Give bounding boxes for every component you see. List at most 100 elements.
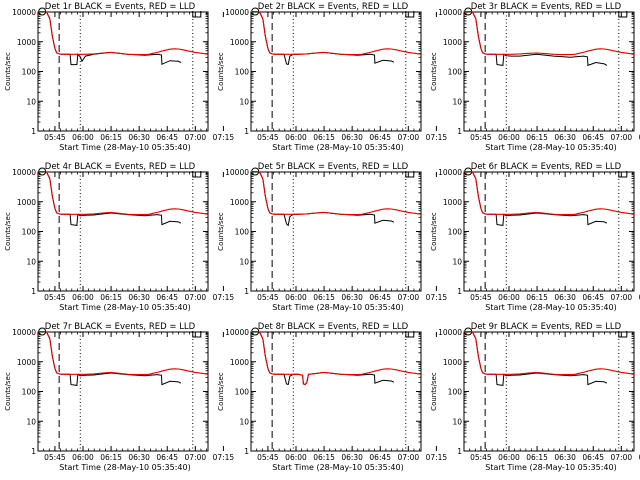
x-tick-label: 06:30 <box>128 453 150 462</box>
x-tick-label: 05:45 <box>257 453 279 462</box>
plot-frame <box>463 171 635 292</box>
x-axis-label: Start Time (28-May-10 05:35:40) <box>59 303 190 312</box>
x-tick-label: 07:00 <box>611 133 633 142</box>
corner-bracket <box>618 11 628 18</box>
x-tick-label: 06:00 <box>285 133 307 142</box>
x-tick-label: 06:00 <box>72 293 94 302</box>
y-tick-label: 1000 <box>443 198 462 207</box>
y-tick-label: 10 <box>239 257 249 266</box>
detector-panel-3: Det 3r BLACK = Events, RED = LLD 1 10 100 10… <box>430 2 640 152</box>
corner-bracket <box>192 11 202 18</box>
y-tick-label: 10000 <box>12 8 36 17</box>
x-tick-label: 05:45 <box>44 293 66 302</box>
x-tick-label: 06:45 <box>369 133 391 142</box>
x-tick-label: 06:45 <box>369 453 391 462</box>
x-tick-label: 05:45 <box>44 453 66 462</box>
y-axis-label: Counts/sec <box>4 52 12 91</box>
x-tick-label: 06:30 <box>341 133 363 142</box>
x-tick-label: 07:00 <box>185 293 207 302</box>
x-tick-label: 06:15 <box>100 133 122 142</box>
plot-frame <box>250 171 422 292</box>
plot-frame <box>37 11 209 132</box>
y-tick-label: 1000 <box>443 38 462 47</box>
y-tick-label: 100 <box>448 68 463 77</box>
plot-title: Det 9r BLACK = Events, RED = LLD <box>471 322 622 332</box>
y-tick-label: 100 <box>448 388 463 397</box>
x-tick-label: 05:45 <box>470 453 492 462</box>
x-tick-label: 06:30 <box>128 293 150 302</box>
x-axis-label: Start Time (28-May-10 05:35:40) <box>59 463 190 472</box>
series-lld-line <box>37 170 209 216</box>
x-tick-label: 05:45 <box>257 133 279 142</box>
corner-bracket <box>618 331 628 338</box>
y-tick-label: 1000 <box>17 38 36 47</box>
x-tick-label: 07:15 <box>213 453 235 462</box>
y-tick-label: 1 <box>31 447 36 456</box>
x-tick-label: 06:45 <box>582 453 604 462</box>
plot-title: Det 4r BLACK = Events, RED = LLD <box>45 162 196 172</box>
corner-bracket <box>192 331 202 338</box>
y-tick-label: 1 <box>31 127 36 136</box>
detector-panel-2: Det 2r BLACK = Events, RED = LLD 1 10 100 10… <box>217 2 447 152</box>
x-tick-label: 07:00 <box>398 133 420 142</box>
y-tick-label: 10000 <box>225 8 249 17</box>
x-tick-label: 05:45 <box>470 293 492 302</box>
x-tick-label: 07:15 <box>426 133 448 142</box>
y-tick-label: 1 <box>457 447 462 456</box>
y-tick-label: 100 <box>235 228 250 237</box>
x-tick-label: 07:00 <box>185 133 207 142</box>
detector-panel-6: Det 6r BLACK = Events, RED = LLD 1 10 100 10… <box>430 162 640 312</box>
x-tick-label: 06:15 <box>100 453 122 462</box>
y-tick-label: 100 <box>235 68 250 77</box>
x-tick-label: 06:00 <box>498 293 520 302</box>
x-tick-label: 07:15 <box>213 133 235 142</box>
x-tick-label: 06:45 <box>156 453 178 462</box>
y-tick-label: 10 <box>452 97 462 106</box>
y-tick-label: 10000 <box>438 8 462 17</box>
series-lld-line <box>463 330 635 376</box>
x-tick-label: 07:00 <box>398 453 420 462</box>
corner-bracket <box>618 171 628 178</box>
x-axis-label: Start Time (28-May-10 05:35:40) <box>272 303 403 312</box>
plot-frame <box>463 331 635 452</box>
y-tick-label: 1000 <box>230 358 249 367</box>
x-tick-label: 06:30 <box>554 293 576 302</box>
corner-bracket <box>405 171 415 178</box>
y-tick-label: 10000 <box>438 328 462 337</box>
y-axis-label: Counts/sec <box>217 212 225 251</box>
y-tick-label: 10000 <box>12 168 36 177</box>
y-tick-label: 100 <box>448 228 463 237</box>
y-tick-label: 100 <box>22 388 37 397</box>
x-tick-label: 06:00 <box>498 453 520 462</box>
y-tick-label: 10 <box>239 97 249 106</box>
x-tick-label: 07:00 <box>611 293 633 302</box>
x-tick-label: 06:15 <box>526 453 548 462</box>
x-tick-label: 06:15 <box>526 133 548 142</box>
plot-frame <box>463 11 635 132</box>
x-axis-label: Start Time (28-May-10 05:35:40) <box>485 143 616 152</box>
x-tick-label: 07:15 <box>426 293 448 302</box>
x-tick-label: 06:30 <box>341 453 363 462</box>
x-tick-label: 07:00 <box>398 293 420 302</box>
y-axis-label: Counts/sec <box>4 212 12 251</box>
y-tick-label: 1 <box>244 287 249 296</box>
series-lld-line <box>250 10 422 56</box>
x-tick-label: 06:30 <box>341 293 363 302</box>
x-tick-label: 07:00 <box>185 453 207 462</box>
x-tick-label: 06:00 <box>498 133 520 142</box>
plot-title: Det 6r BLACK = Events, RED = LLD <box>471 162 622 172</box>
detector-panel-4: Det 4r BLACK = Events, RED = LLD 1 10 100 10… <box>4 162 234 312</box>
x-tick-label: 06:00 <box>72 453 94 462</box>
corner-bracket <box>405 331 415 338</box>
y-axis-label: Counts/sec <box>217 52 225 91</box>
y-tick-label: 10 <box>26 97 36 106</box>
x-tick-label: 06:00 <box>285 293 307 302</box>
plot-frame <box>37 171 209 292</box>
plot-title: Det 1r BLACK = Events, RED = LLD <box>45 2 196 12</box>
x-tick-label: 06:15 <box>313 293 335 302</box>
y-tick-label: 100 <box>235 388 250 397</box>
x-tick-label: 05:45 <box>44 133 66 142</box>
y-tick-label: 1000 <box>17 198 36 207</box>
plot-title: Det 7r BLACK = Events, RED = LLD <box>45 322 196 332</box>
y-axis-label: Counts/sec <box>430 52 438 91</box>
